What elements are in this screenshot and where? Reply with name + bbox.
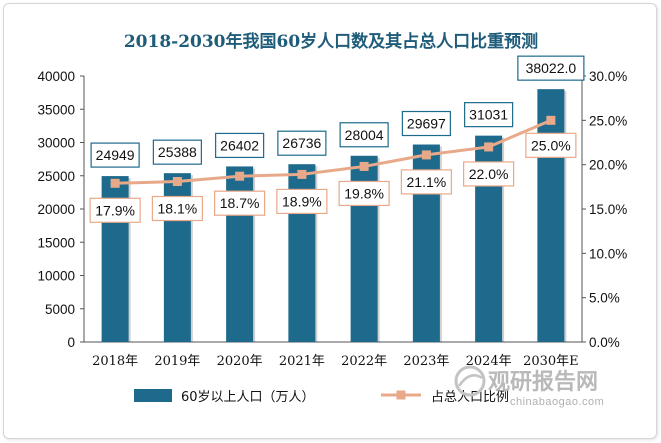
bar-value-label-box — [339, 122, 389, 148]
line-value-label: 18.9% — [282, 193, 322, 209]
bar-value-label-box — [401, 110, 451, 137]
bar-value-label-box — [277, 130, 327, 156]
line-value-label-box — [525, 132, 577, 158]
data-labels: 24949 25388 26402 26736 28004 29697 31031 38022… — [89, 55, 585, 223]
bar-value-label-box — [517, 55, 585, 81]
line-marker — [297, 169, 307, 179]
x-category-label: 2019年 — [154, 354, 200, 369]
y-left-tick-label: 25000 — [37, 169, 75, 184]
y-left-tick-label: 35000 — [37, 102, 75, 117]
line-value-label: 25.0% — [531, 137, 571, 153]
axes: 0 5000 10000 15000 20000 25000 30000 35000 40000… — [37, 69, 627, 369]
y-right-tick-label: 10.0% — [589, 246, 627, 261]
y-right-tick-label: 25.0% — [589, 113, 627, 128]
legend-bar-swatch — [134, 389, 172, 402]
y-right-tick-label: 30.0% — [589, 69, 627, 84]
y-left-tick-label: 40000 — [37, 69, 75, 84]
bar-value-label: 25388 — [158, 144, 197, 160]
line-marker — [235, 171, 245, 181]
y-left-tick-label: 5000 — [45, 302, 75, 317]
line-value-label: 18.1% — [158, 201, 198, 217]
watermark-logo-swoosh-icon — [457, 374, 483, 387]
y-left-tick-label: 10000 — [37, 269, 75, 284]
watermark-logo-icon — [454, 365, 486, 397]
bar-value-label: 24949 — [96, 147, 135, 163]
watermark-url: chinabaogao.com — [510, 396, 604, 408]
legend-line-label: 占总人口比例 — [431, 390, 509, 405]
line-value-label-box — [89, 197, 141, 223]
legend-line-marker — [396, 390, 406, 400]
line-value-label-box — [276, 188, 328, 215]
bar — [537, 89, 565, 342]
line-value-label: 22.0% — [469, 166, 509, 182]
bar-value-label: 38022.0 — [526, 60, 577, 76]
line-path — [115, 118, 552, 185]
bar-value-label: 28004 — [345, 127, 384, 143]
x-category-label: 2021年 — [279, 354, 325, 369]
line-value-label: 19.8% — [344, 185, 384, 201]
x-category-label: 2022年 — [341, 354, 387, 369]
chart-title: 2018-2030年我国60岁人口数及其占总人口比重预测 — [124, 31, 538, 52]
line-series — [110, 115, 556, 188]
x-category-label: 2020年 — [217, 354, 263, 369]
bar-value-label: 31031 — [469, 107, 508, 123]
y-left-tick-label: 30000 — [37, 136, 75, 151]
bar-value-label-box — [90, 142, 140, 168]
y-right-tick-label: 5.0% — [589, 291, 620, 306]
line-marker — [484, 142, 494, 152]
y-left-tick-label: 0 — [67, 335, 75, 350]
x-category-label: 2018年 — [92, 354, 138, 369]
line-marker — [359, 161, 369, 171]
bar-value-label-box — [464, 102, 514, 128]
line-marker — [172, 177, 182, 187]
line-value-label-box — [463, 161, 515, 187]
line-value-label-box — [214, 190, 266, 216]
line-value-label: 18.7% — [220, 195, 260, 211]
y-left-tick-label: 15000 — [37, 235, 75, 250]
line-value-label-box — [400, 169, 452, 195]
y-right-tick-label: 0.0% — [589, 335, 620, 350]
watermark-brand: 观研报告网 — [488, 370, 598, 395]
line-value-label: 21.1% — [407, 174, 447, 190]
line-value-label: 17.9% — [95, 202, 135, 218]
line-marker — [421, 150, 431, 160]
legend-bar-label: 60岁以上人口（万人） — [181, 390, 315, 405]
bar-value-label: 26402 — [220, 137, 259, 153]
x-category-label: 2024年 — [466, 354, 512, 369]
x-category-label: 2030年E — [523, 354, 579, 369]
bar-value-label: 26736 — [282, 135, 321, 151]
x-category-label: 2023年 — [403, 354, 449, 369]
bar-value-label-box — [152, 139, 202, 165]
line-marker — [546, 115, 556, 125]
line-marker — [110, 178, 120, 188]
bar-value-label-box — [215, 132, 265, 159]
line-value-label-box — [151, 195, 203, 222]
y-right-tick-label: 15.0% — [589, 202, 627, 217]
legend: 60岁以上人口（万人） 占总人口比例 — [134, 389, 509, 405]
bar-value-label: 29697 — [407, 116, 446, 132]
y-left-tick-label: 20000 — [37, 202, 75, 217]
y-right-tick-label: 20.0% — [589, 158, 627, 173]
line-value-label-box — [338, 180, 390, 207]
